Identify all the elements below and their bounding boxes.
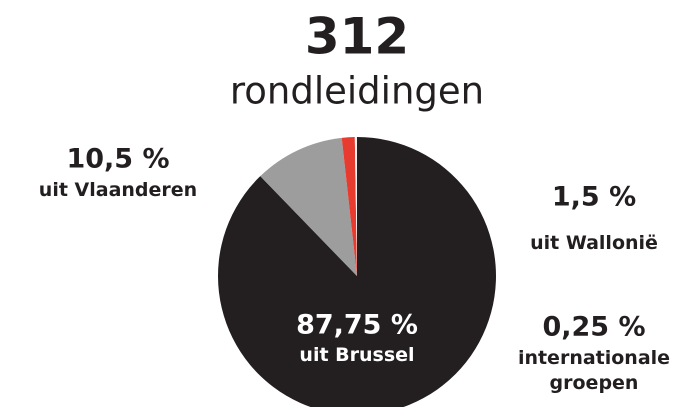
category-label: internationale groepen: [517, 347, 671, 394]
pie-slice: [354, 137, 357, 276]
category-label: uit Brussel: [299, 344, 415, 366]
pie-slice: [341, 137, 357, 276]
labels: 87,75 % 10,5 % 1,5 % 0,25 %: [66, 144, 645, 343]
value-label: 1,5 %: [552, 182, 636, 213]
pie-slice: [218, 137, 496, 407]
value-label: 10,5 %: [66, 144, 169, 175]
pie: [218, 137, 496, 407]
value-label: 87,75 %: [296, 310, 418, 341]
category-label: uit Wallonië: [530, 232, 658, 254]
value-label: 0,25 %: [542, 312, 645, 343]
chart-title: 312: [305, 8, 409, 66]
pie-slice: [260, 137, 357, 276]
chart-subtitle: rondleidingen: [230, 70, 484, 113]
category-label: uit Vlaanderen: [38, 179, 198, 201]
